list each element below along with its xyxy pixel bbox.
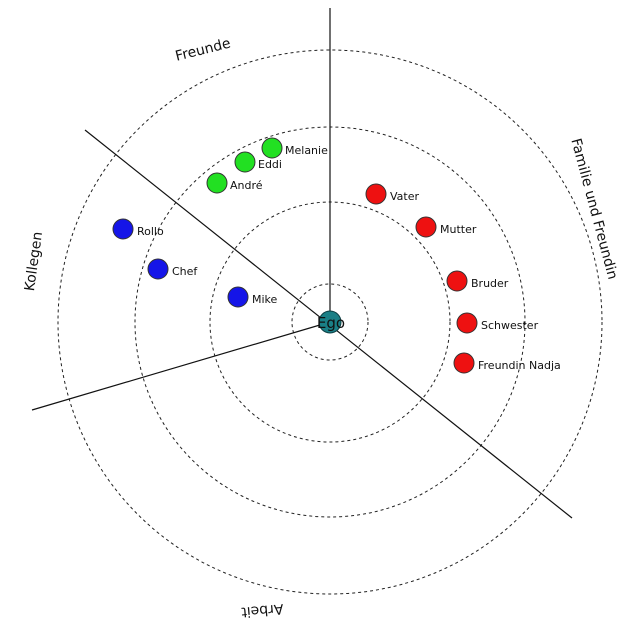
person-label-vater: Vater: [390, 190, 419, 203]
person-label-melanie: Melanie: [285, 144, 328, 157]
person-node: Vater: [365, 183, 419, 205]
people-nodes: Melanie Eddi André Vater Mutter Bruder S…: [112, 137, 561, 374]
person-label-andre: André: [230, 179, 263, 192]
person-node: Freundin Nadja: [453, 352, 561, 374]
ego-node: Ego: [317, 310, 345, 334]
sector-label-arbeit: Arbeit: [240, 600, 284, 620]
ego-label: Ego: [317, 314, 345, 332]
person-node: Eddi: [234, 151, 282, 173]
divider-west: [31, 321, 331, 411]
person-dot-freundin-nadja: [453, 352, 475, 374]
ego-circle: [318, 310, 342, 334]
person-label-schwester: Schwester: [481, 319, 539, 332]
sector-label-freunde: Freunde: [174, 36, 233, 65]
person-dot-eddi: [234, 151, 256, 173]
person-node: André: [206, 172, 263, 194]
person-node: Bruder: [446, 270, 509, 292]
person-label-bruder: Bruder: [471, 277, 509, 290]
person-dot-melanie: [261, 137, 283, 159]
person-node: Mutter: [415, 216, 477, 238]
person-label-freundin-nadja: Freundin Nadja: [478, 359, 561, 372]
person-node: Schwester: [456, 312, 539, 334]
ring-inner: [291, 283, 369, 361]
person-dot-rollo: [112, 218, 134, 240]
person-label-mike: Mike: [252, 293, 278, 306]
person-dot-mike: [227, 286, 249, 308]
person-dot-mutter: [415, 216, 437, 238]
ring-outer: [57, 49, 603, 595]
person-node: Melanie: [261, 137, 328, 159]
sector-label-familie: Familie und Freundin: [567, 137, 620, 281]
person-label-mutter: Mutter: [440, 223, 477, 236]
person-label-chef: Chef: [172, 265, 198, 278]
person-dot-bruder: [446, 270, 468, 292]
sector-dividers: [31, 8, 573, 519]
person-node: Rollo: [112, 218, 164, 240]
person-dot-schwester: [456, 312, 478, 334]
person-node: Mike: [227, 286, 278, 308]
sector-label-kollegen: Kollegen: [22, 231, 46, 292]
person-dot-vater: [365, 183, 387, 205]
person-label-rollo: Rollo: [137, 225, 164, 238]
person-dot-andre: [206, 172, 228, 194]
person-label-eddi: Eddi: [258, 158, 282, 171]
person-node: Chef: [147, 258, 198, 280]
person-dot-chef: [147, 258, 169, 280]
